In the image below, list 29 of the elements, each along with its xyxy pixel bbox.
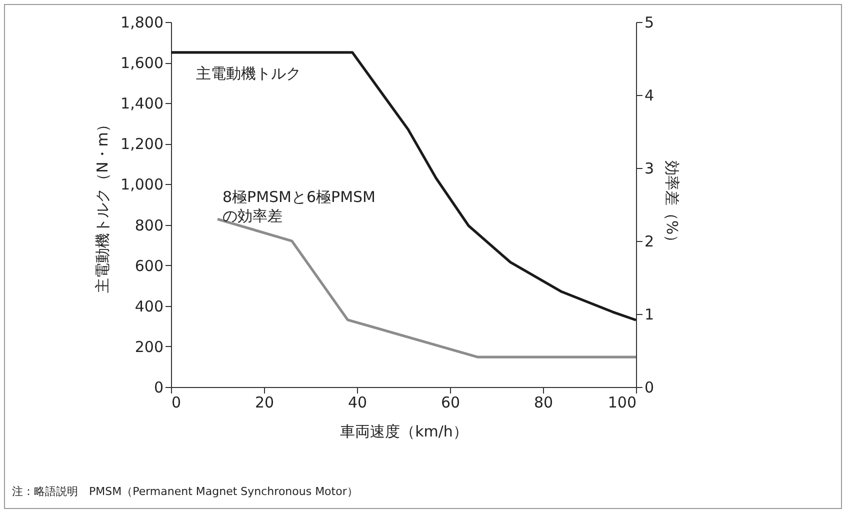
series-label: 8極PMSMと6極PMSM の効率差 [222, 188, 376, 226]
text: 注：略語説明 PMSM（Permanent Magnet Synchronous Motor） [12, 484, 358, 499]
x-tick-label: 80 [534, 394, 554, 412]
x-axis-title: 車両速度（km/h） [340, 422, 468, 440]
y2-axis-title: 効率差（%） [663, 160, 682, 250]
y2-tick-label: 2 [644, 232, 654, 250]
x-tick-label: 0 [172, 394, 182, 412]
y2-tick-label: 3 [644, 160, 654, 178]
y-tick-label: 1,400 [120, 94, 164, 113]
y-tick-label: 600 [134, 256, 164, 275]
y-tick-label: 200 [134, 338, 164, 356]
y-tick-label: 0 [154, 378, 164, 396]
y-axis-title: 主電動機トルク（N・m） [94, 117, 112, 293]
x-tick-label: 40 [348, 394, 368, 412]
y2-tick-label: 0 [644, 378, 654, 396]
x-tick-label: 20 [254, 394, 274, 412]
y-tick-label: 1,800 [120, 14, 164, 32]
y2-tick-label: 1 [644, 306, 654, 324]
y2-tick-label: 4 [644, 86, 654, 104]
y-tick-label: 1,200 [120, 135, 164, 154]
y-tick-label: 1,000 [120, 176, 164, 194]
y-tick-label: 400 [134, 297, 164, 316]
x-tick-label: 60 [440, 394, 460, 412]
x-tick-label: 100 [608, 394, 636, 412]
y-tick-label: 800 [134, 216, 164, 234]
y2-tick-label: 5 [644, 14, 654, 32]
series-label: 主電動機トルク [196, 64, 301, 82]
y-tick-label: 1,600 [120, 54, 164, 72]
line-series [170, 51, 638, 322]
